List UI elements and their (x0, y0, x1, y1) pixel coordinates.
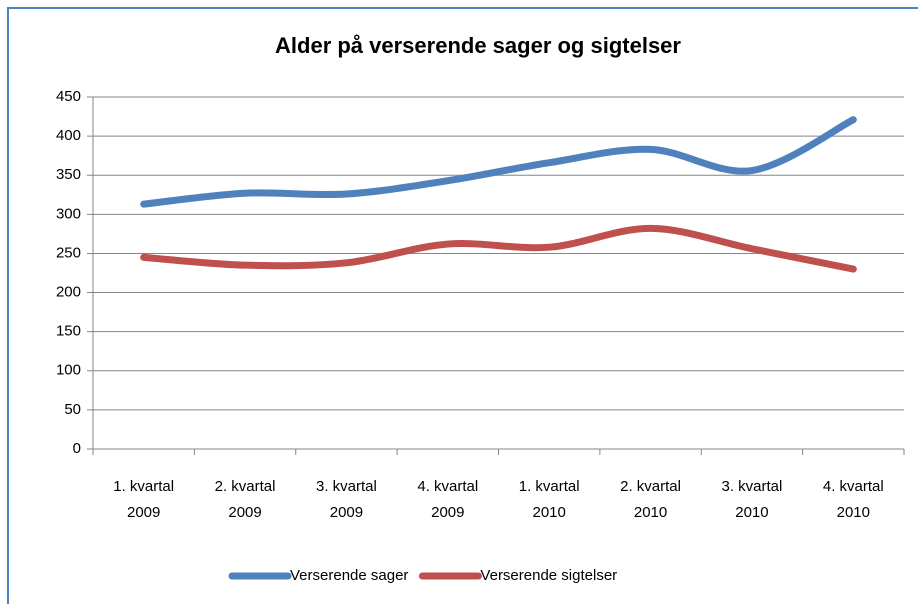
x-tick-label: 4. kvartal (823, 478, 884, 495)
x-tick-label: 2010 (837, 504, 870, 521)
x-tick-label: 2009 (127, 504, 160, 521)
y-tick-label: 100 (56, 362, 81, 379)
x-tick-label: 4. kvartal (417, 478, 478, 495)
y-tick-label: 450 (56, 88, 81, 105)
y-tick-label: 400 (56, 127, 81, 144)
y-tick-label: 350 (56, 166, 81, 183)
x-tick-label: 2010 (533, 504, 566, 521)
legend-label: Verserende sigtelser (480, 567, 617, 584)
legend-label: Verserende sager (290, 567, 408, 584)
y-tick-label: 0 (73, 440, 81, 457)
y-tick-label: 50 (64, 401, 81, 418)
y-tick-label: 200 (56, 284, 81, 301)
y-tick-label: 250 (56, 244, 81, 261)
x-tick-label: 2010 (634, 504, 667, 521)
x-tick-label: 2009 (431, 504, 464, 521)
chart-frame (7, 7, 918, 604)
y-tick-label: 150 (56, 323, 81, 340)
y-tick-label: 300 (56, 205, 81, 222)
x-tick-label: 2009 (330, 504, 363, 521)
series-line (140, 116, 857, 208)
x-tick-label: 2. kvartal (620, 478, 681, 495)
x-tick-label: 2010 (735, 504, 768, 521)
series-line (140, 224, 857, 273)
x-tick-label: 1. kvartal (519, 478, 580, 495)
x-tick-label: 3. kvartal (722, 478, 783, 495)
x-tick-label: 2. kvartal (215, 478, 276, 495)
x-tick-label: 1. kvartal (113, 478, 174, 495)
x-tick-label: 2009 (228, 504, 261, 521)
x-tick-label: 3. kvartal (316, 478, 377, 495)
chart-title: Alder på verserende sager og sigtelser (275, 33, 681, 58)
